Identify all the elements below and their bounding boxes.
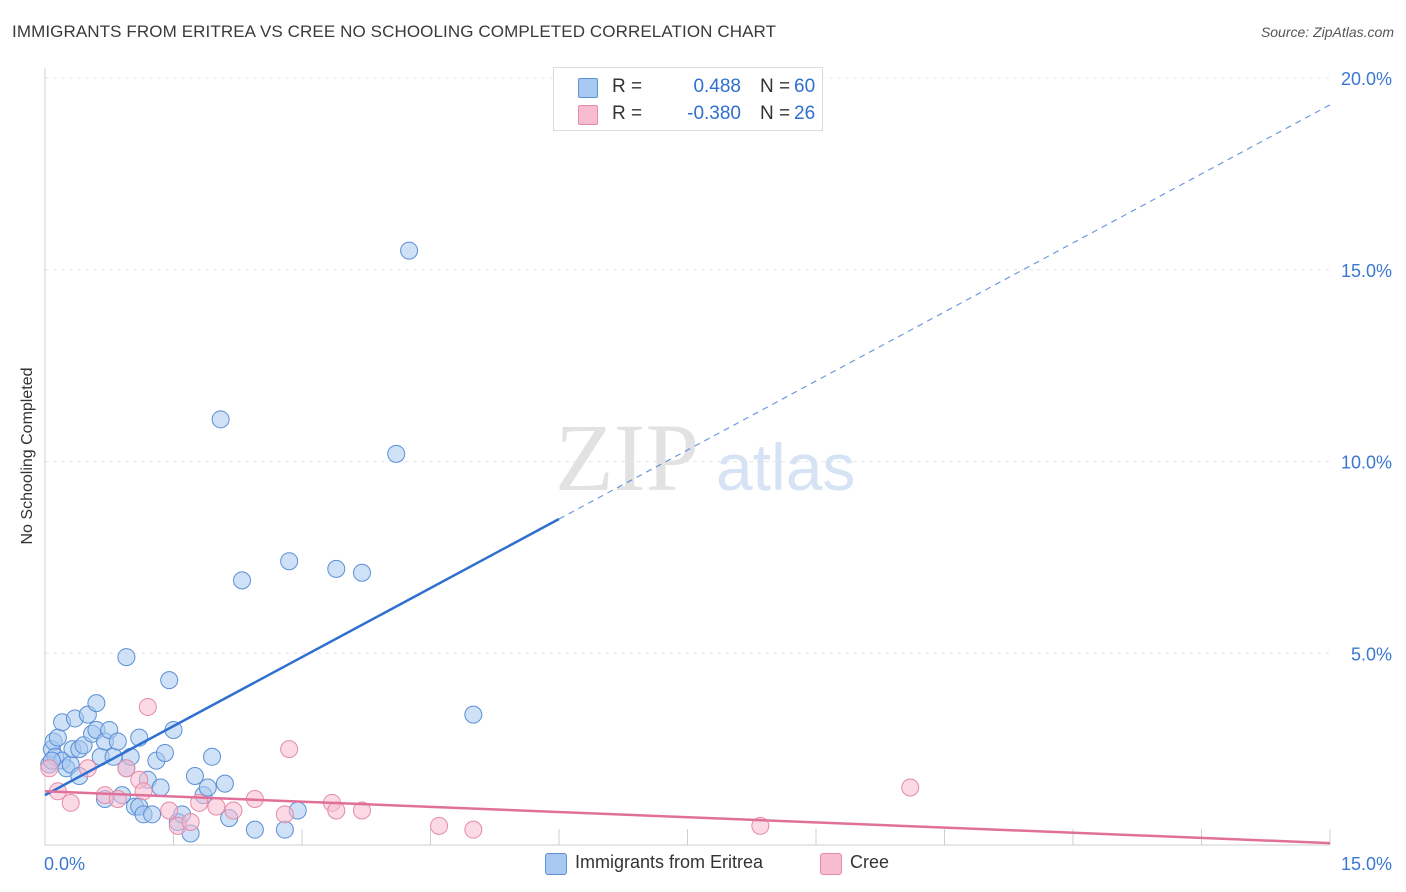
trend-line-cree <box>44 790 1331 845</box>
point-cree <box>181 812 200 831</box>
point-eritrea <box>143 805 162 824</box>
point-eritrea <box>327 559 346 578</box>
legend-swatch-cree <box>578 105 598 125</box>
r-value: -0.380 <box>687 103 741 124</box>
y-tick-label: 20.0% <box>1341 69 1392 89</box>
legend-label-eritrea: Immigrants from Eritrea <box>575 852 764 872</box>
n-label: N = <box>760 103 791 124</box>
point-cree <box>117 759 136 778</box>
point-cree <box>280 740 299 759</box>
n-value: 60 <box>794 76 816 97</box>
grid-lines <box>45 77 1330 654</box>
point-cree <box>751 816 770 835</box>
r-label: R = <box>612 76 643 97</box>
trend-lines <box>44 104 1331 845</box>
legend-label-cree: Cree <box>850 852 890 872</box>
point-cree <box>138 697 157 716</box>
point-cree <box>160 801 179 820</box>
point-eritrea <box>185 766 204 785</box>
point-cree <box>207 797 226 816</box>
x-tick-label: 0.0% <box>44 854 85 874</box>
point-eritrea <box>215 774 234 793</box>
legend-swatch-cree <box>820 853 842 875</box>
y-tick-label: 5.0% <box>1351 644 1392 664</box>
point-eritrea <box>245 820 264 839</box>
point-eritrea <box>211 410 230 429</box>
y-tick-label: 15.0% <box>1341 261 1392 281</box>
source-label: Source: ZipAtlas.com <box>1260 24 1394 40</box>
y-tick-label: 10.0% <box>1341 453 1392 473</box>
watermark: ZIP atlas <box>555 404 855 511</box>
trend-line-eritrea-projection <box>558 104 1331 520</box>
watermark-zip: ZIP <box>555 404 699 511</box>
x-tick-label: 15.0% <box>1341 854 1392 874</box>
r-value: 0.488 <box>693 76 741 97</box>
point-cree <box>464 820 483 839</box>
correlation-legend: R = 0.488 N = 60 R = -0.380 N = 26 <box>553 67 823 131</box>
point-eritrea <box>155 743 174 762</box>
point-eritrea <box>48 728 67 747</box>
point-eritrea <box>387 444 406 463</box>
r-label: R = <box>612 103 643 124</box>
point-eritrea <box>87 694 106 713</box>
point-cree <box>40 759 59 778</box>
chart-title: IMMIGRANTS FROM ERITREA VS CREE NO SCHOO… <box>12 22 777 41</box>
legend-swatch-eritrea <box>578 78 598 98</box>
point-eritrea <box>352 563 371 582</box>
trend-line-eritrea <box>44 517 560 797</box>
point-eritrea <box>117 648 136 667</box>
point-cree <box>352 801 371 820</box>
point-eritrea <box>233 571 252 590</box>
point-eritrea <box>464 705 483 724</box>
point-cree <box>275 805 294 824</box>
point-eritrea <box>275 820 294 839</box>
n-value: 26 <box>794 103 816 124</box>
point-eritrea <box>400 241 419 260</box>
point-cree <box>430 816 449 835</box>
point-eritrea <box>160 671 179 690</box>
point-cree <box>224 801 243 820</box>
point-eritrea <box>280 552 299 571</box>
point-eritrea <box>108 732 127 751</box>
point-eritrea <box>203 747 222 766</box>
watermark-atlas: atlas <box>716 430 855 504</box>
point-cree <box>61 793 80 812</box>
data-points <box>40 241 920 843</box>
point-eritrea <box>151 778 170 797</box>
point-eritrea <box>198 778 217 797</box>
point-cree <box>134 782 153 801</box>
legend-swatch-eritrea <box>545 853 567 875</box>
n-label: N = <box>760 76 791 97</box>
point-cree <box>901 778 920 797</box>
tick-labels: 5.0% 10.0% 15.0% 20.0% 0.0% 15.0% <box>44 69 1392 874</box>
